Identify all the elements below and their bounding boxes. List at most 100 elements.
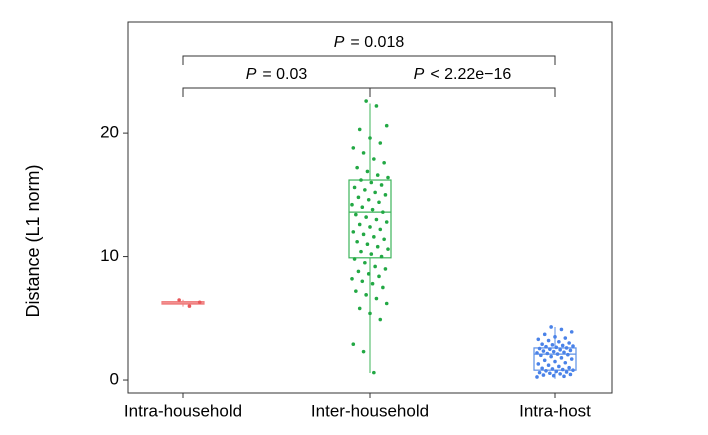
data-point [540, 366, 544, 371]
p-symbol: P [414, 66, 425, 83]
p-symbol: P [334, 34, 345, 51]
data-point [569, 357, 574, 361]
data-point [384, 123, 389, 128]
data-point [355, 239, 359, 244]
data-point [374, 104, 379, 108]
data-point [364, 99, 368, 103]
data-point [548, 347, 552, 351]
data-point [356, 269, 361, 274]
data-point [365, 169, 370, 174]
data-point [386, 175, 390, 180]
data-point [350, 276, 354, 281]
data-point [351, 230, 356, 234]
data-point [551, 373, 556, 378]
data-point [374, 296, 379, 301]
data-point [545, 351, 550, 356]
data-point [569, 330, 574, 334]
data-point [568, 348, 573, 353]
data-point [571, 368, 575, 372]
significance-bracket [182, 87, 371, 97]
data-point [539, 353, 543, 358]
data-point [562, 374, 566, 379]
data-point [563, 360, 568, 365]
y-tick-label: 20 [100, 123, 119, 142]
data-point [540, 342, 544, 347]
data-point [535, 351, 539, 355]
data-point [369, 252, 374, 256]
data-point [363, 188, 367, 192]
p-value: = 0.03 [262, 66, 307, 83]
data-point [357, 222, 362, 227]
data-point [377, 200, 381, 205]
data-point [549, 325, 553, 329]
data-point [559, 356, 564, 360]
data-point [375, 173, 380, 177]
data-point [381, 210, 385, 214]
data-point [352, 185, 357, 190]
data-point [544, 344, 548, 349]
data-point [381, 285, 385, 290]
data-point [373, 264, 377, 269]
x-tick-label: Intra-host [519, 401, 591, 420]
data-point [384, 220, 389, 224]
data-point [354, 289, 358, 293]
data-point [553, 335, 557, 339]
data-point [567, 365, 571, 370]
data-point [356, 195, 361, 200]
data-point [535, 375, 539, 379]
data-point [382, 237, 386, 242]
data-point [571, 344, 575, 348]
data-point [383, 193, 388, 197]
data-point [363, 260, 367, 265]
data-point [384, 301, 389, 306]
data-point [564, 370, 569, 374]
data-point [557, 364, 561, 369]
data-point [361, 232, 366, 237]
data-point [357, 306, 362, 311]
data-point [350, 202, 354, 207]
data-point [360, 205, 365, 209]
data-point [359, 178, 363, 182]
data-point [567, 341, 571, 345]
data-point [536, 362, 541, 366]
data-point [351, 146, 356, 150]
data-point [368, 311, 372, 316]
data-point [550, 343, 555, 347]
data-point [357, 127, 362, 132]
data-point [378, 227, 383, 232]
data-point [542, 358, 547, 363]
data-point [382, 160, 386, 165]
data-point [351, 342, 356, 347]
data-point [379, 254, 384, 259]
y-axis-title: Distance (L1 norm) [23, 164, 43, 317]
significance-bracket [182, 55, 556, 65]
data-point [187, 304, 192, 308]
p-value-label: P < 2.22e−16 [414, 66, 512, 83]
data-point [559, 327, 564, 332]
data-point [558, 372, 562, 376]
data-point [564, 346, 569, 350]
data-point [352, 257, 357, 261]
data-point [364, 215, 368, 219]
data-point [554, 345, 559, 350]
data-point [551, 349, 556, 354]
x-tick-label: Intra-household [124, 401, 242, 420]
box [348, 179, 392, 259]
data-point [354, 212, 358, 217]
data-point [546, 338, 551, 343]
data-point [372, 157, 376, 161]
data-point [553, 359, 557, 364]
data-point [361, 349, 366, 354]
data-point [537, 346, 542, 351]
data-point [563, 336, 568, 340]
data-point [355, 165, 359, 170]
data-point [373, 190, 377, 195]
data-point [555, 352, 560, 356]
data-point [548, 371, 552, 376]
data-point [386, 247, 390, 251]
significance-bracket [369, 87, 556, 97]
data-point [359, 249, 363, 254]
p-value: < 2.22e−16 [430, 66, 511, 83]
data-point [554, 369, 559, 374]
